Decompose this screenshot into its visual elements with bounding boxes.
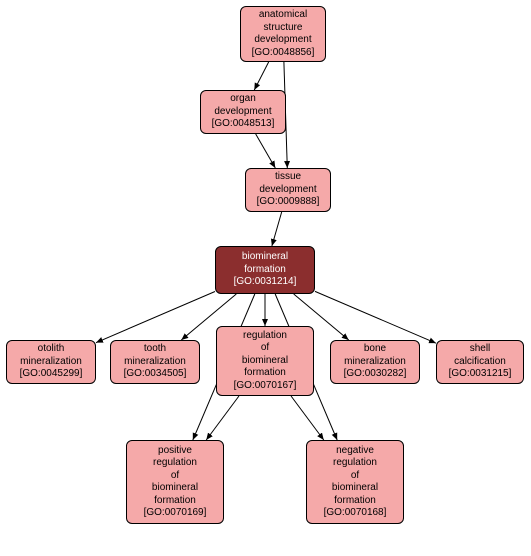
node-label-line: [GO:0045299] (20, 368, 83, 381)
node-label-line: [GO:0034505] (124, 368, 187, 381)
node-biomineral[interactable]: biomineralformation[GO:0031214] (215, 246, 315, 294)
node-label-line: [GO:0031214] (234, 276, 297, 289)
node-tooth[interactable]: toothmineralization[GO:0034505] (110, 340, 200, 384)
node-label-line: development (214, 106, 271, 119)
node-label-line: mineralization (124, 356, 186, 369)
node-label-line: regulation (243, 330, 287, 343)
edge-regulation-to-positive (206, 396, 239, 440)
node-label-line: biomineral (152, 482, 198, 495)
node-label-line: biomineral (242, 251, 288, 264)
node-shell[interactable]: shellcalcification[GO:0031215] (436, 340, 524, 384)
node-label-line: tooth (144, 343, 166, 356)
node-label-line: biomineral (332, 482, 378, 495)
node-label-line: [GO:0030282] (344, 368, 407, 381)
node-label-line: mineralization (20, 356, 82, 369)
node-label-line: tissue (275, 171, 301, 184)
node-label-line: mineralization (344, 356, 406, 369)
node-label-line: [GO:0031215] (449, 368, 512, 381)
node-otolith[interactable]: otolithmineralization[GO:0045299] (6, 340, 96, 384)
node-label-line: [GO:0070168] (324, 507, 387, 520)
node-label-line: bone (364, 343, 386, 356)
go-term-tree: anatomicalstructuredevelopment[GO:004885… (0, 0, 531, 556)
node-label-line: of (261, 342, 269, 355)
node-label-line: formation (154, 495, 196, 508)
node-regulation[interactable]: regulationofbiomineralformation[GO:00701… (216, 326, 314, 396)
node-label-line: formation (244, 367, 286, 380)
node-label-line: [GO:0070169] (144, 507, 207, 520)
node-label-line: of (351, 470, 359, 483)
node-label-line: of (171, 470, 179, 483)
node-label-line: biomineral (242, 355, 288, 368)
node-label-line: structure (264, 22, 303, 35)
node-label-line: formation (244, 264, 286, 277)
edge-biomineral-to-otolith (96, 291, 215, 342)
node-label-line: calcification (454, 356, 506, 369)
node-organ[interactable]: organdevelopment[GO:0048513] (200, 90, 286, 134)
edge-anatomical-to-organ (254, 62, 268, 90)
node-label-line: development (259, 184, 316, 197)
node-label-line: otolith (38, 343, 65, 356)
edge-regulation-to-negative (291, 396, 324, 440)
edge-biomineral-to-shell (315, 291, 436, 343)
node-label-line: shell (470, 343, 491, 356)
node-label-line: [GO:0048856] (252, 47, 315, 60)
node-label-line: [GO:0070167] (234, 380, 297, 393)
node-label-line: formation (334, 495, 376, 508)
node-anatomical[interactable]: anatomicalstructuredevelopment[GO:004885… (240, 6, 326, 62)
node-negative[interactable]: negativeregulationofbiomineralformation[… (306, 440, 404, 524)
node-positive[interactable]: positiveregulationofbiomineralformation[… (126, 440, 224, 524)
node-label-line: development (254, 34, 311, 47)
node-tissue[interactable]: tissuedevelopment[GO:0009888] (245, 168, 331, 212)
edge-organ-to-tissue (256, 134, 276, 168)
node-label-line: [GO:0009888] (257, 196, 320, 209)
edge-tissue-to-biomineral (272, 212, 282, 246)
node-label-line: [GO:0048513] (212, 118, 275, 131)
node-label-line: organ (230, 93, 256, 106)
node-label-line: positive (158, 445, 192, 458)
node-label-line: negative (336, 445, 374, 458)
node-bone[interactable]: bonemineralization[GO:0030282] (330, 340, 420, 384)
node-label-line: anatomical (259, 9, 307, 22)
node-label-line: regulation (153, 457, 197, 470)
node-label-line: regulation (333, 457, 377, 470)
